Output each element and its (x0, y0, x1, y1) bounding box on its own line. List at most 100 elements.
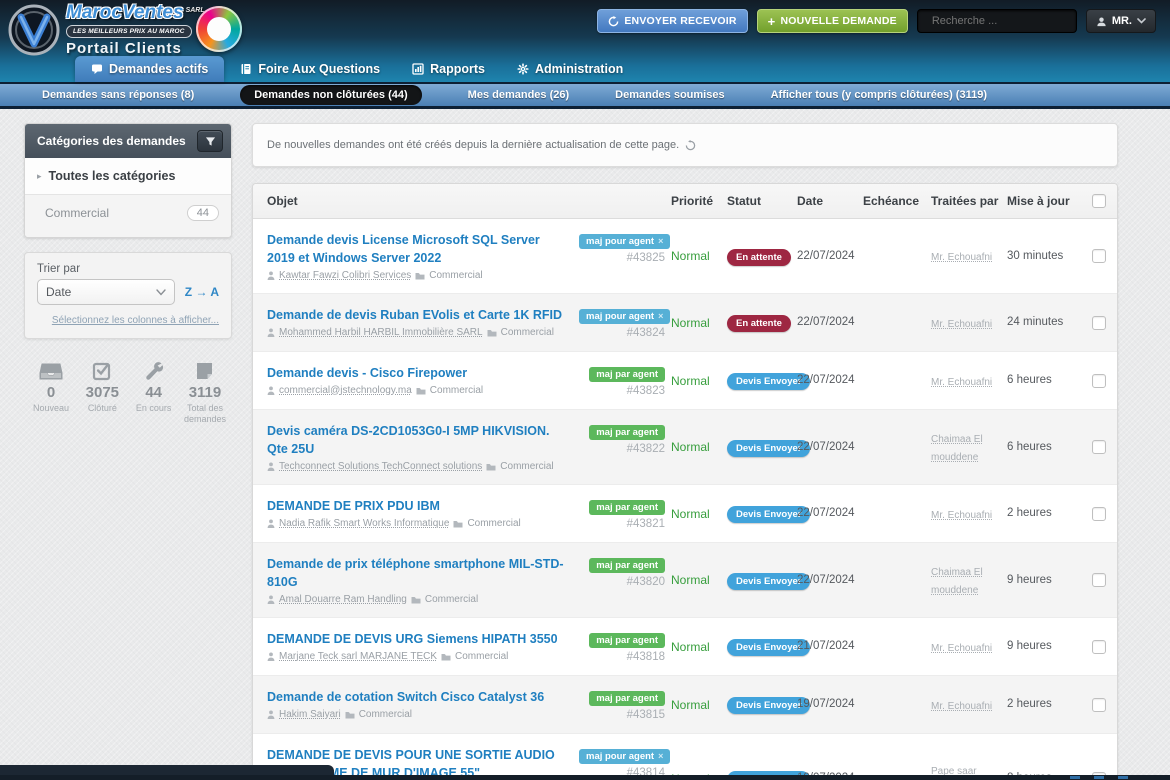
subnav-afficher-tous[interactable]: Afficher tous (y compris clôturées) (311… (770, 89, 987, 101)
header-statut[interactable]: Statut (727, 194, 761, 208)
header-echeance[interactable]: Echéance (863, 194, 920, 208)
table-row[interactable]: Demande devis - Cisco Firepower commerci… (253, 352, 1117, 410)
ticket-update-tag[interactable]: maj pour agent × (579, 749, 671, 764)
tag-close-icon[interactable]: × (658, 236, 664, 246)
ticket-title-link[interactable]: Demande devis - Cisco Firepower (267, 366, 468, 380)
stat-value: 44 (145, 384, 162, 401)
note-icon (180, 361, 230, 381)
user-menu-button[interactable]: MR. (1085, 9, 1156, 33)
ticket-requester-link[interactable]: Amal Douarre Ram Handling (279, 594, 407, 605)
ticket-update-tag[interactable]: maj par agent (589, 425, 665, 440)
tab-rapports[interactable]: Rapports (396, 56, 501, 82)
header-date[interactable]: Date (797, 194, 824, 208)
tab-demandes-actifs[interactable]: Demandes actifs (75, 56, 225, 82)
row-checkbox[interactable] (1092, 373, 1106, 388)
ticket-owner-link[interactable]: Mr. Echouafni (931, 642, 993, 654)
stat-label: Clôturé (87, 403, 117, 413)
ticket-title-link[interactable]: Devis caméra DS-2CD1053G0-I 5MP HIKVISIO… (267, 424, 550, 456)
new-tickets-banner: De nouvelles demandes ont été créés depu… (252, 123, 1118, 167)
row-checkbox[interactable] (1092, 249, 1106, 263)
table-row[interactable]: Demande de prix téléphone smartphone MIL… (253, 543, 1117, 618)
ticket-update-tag[interactable]: maj pour agent × (579, 309, 671, 324)
stat-nouveau: 0 Nouveau (26, 361, 76, 426)
ticket-update-tag[interactable]: maj par agent (589, 558, 665, 573)
select-columns-link[interactable]: Sélectionnez les colonnes à afficher... (51, 315, 219, 326)
ticket-title-link[interactable]: Demande de devis Ruban EVolis et Carte 1… (267, 308, 562, 322)
row-checkbox[interactable] (1092, 573, 1106, 587)
ticket-requester-link[interactable]: Techconnect Solutions TechConnect soluti… (279, 461, 483, 472)
subnav-mes-demandes[interactable]: Mes demandes (26) (467, 89, 570, 101)
ticket-title-link[interactable]: DEMANDE DE DEVIS URG Siemens HIPATH 3550 (267, 632, 558, 646)
row-checkbox[interactable] (1092, 506, 1106, 521)
ticket-title-link[interactable]: Demande de prix téléphone smartphone MIL… (267, 557, 564, 589)
tab-faq[interactable]: Foire Aux Questions (224, 56, 396, 82)
refresh-page-icon[interactable] (685, 139, 696, 151)
person-icon (267, 519, 275, 528)
header-traitees-par[interactable]: Traitées par (931, 194, 999, 208)
ticket-owner-link[interactable]: Mr. Echouafni (931, 376, 993, 388)
ticket-update-tag[interactable]: maj par agent (589, 691, 665, 706)
table-row[interactable]: DEMANDE DE DEVIS URG Siemens HIPATH 3550… (253, 618, 1117, 676)
ticket-owner-link[interactable]: Mr. Echouafni (931, 700, 993, 712)
ticket-owner-link[interactable]: Pape saar Hamadi (931, 765, 977, 777)
ticket-requester-link[interactable]: Kawtar Fawzi Colibri Services (279, 270, 412, 281)
ticket-update-tag[interactable]: maj par agent (589, 633, 665, 648)
banner-message: De nouvelles demandes ont été créés depu… (267, 139, 680, 151)
subnav-demandes-soumises[interactable]: Demandes soumises (615, 89, 725, 101)
ticket-requester-link[interactable]: Marjane Teck sarl MARJANE TECK (279, 651, 438, 662)
tag-close-icon[interactable]: × (658, 311, 664, 321)
sort-select[interactable]: Date (37, 279, 175, 305)
ticket-status-badge: En attente (727, 248, 791, 266)
subnav-demandes-sans-reponses[interactable]: Demandes sans réponses (8) (42, 89, 195, 101)
ticket-update-tag[interactable]: maj par agent (589, 500, 665, 515)
header-objet[interactable]: Objet (267, 194, 298, 208)
folder-icon (486, 463, 496, 470)
new-request-button[interactable]: + NOUVELLE DEMANDE (756, 9, 908, 33)
filter-subnav: Demandes sans réponses (8) Demandes non … (0, 82, 1170, 109)
row-checkbox[interactable] (1092, 440, 1106, 454)
subnav-demandes-non-cloturees[interactable]: Demandes non clôturées (44) (240, 85, 422, 105)
ticket-requester-link[interactable]: Hakim Saiyari (279, 709, 341, 720)
filter-button[interactable] (197, 130, 223, 152)
header-mise-a-jour[interactable]: Mise à jour (1007, 194, 1070, 208)
ticket-update-tag[interactable]: maj pour agent × (579, 234, 671, 249)
row-checkbox[interactable] (1092, 639, 1106, 654)
ticket-owner-link[interactable]: Mr. Echouafni (931, 252, 993, 263)
ticket-owner-link[interactable]: Chaimaa El mouddene (931, 434, 983, 463)
category-item-commercial[interactable]: Commercial 44 (25, 195, 231, 237)
ticket-requester-link[interactable]: commercial@jstechnology.ma (279, 385, 412, 396)
ticket-update-tag[interactable]: maj par agent (589, 367, 665, 382)
ticket-priority: Normal (671, 440, 710, 454)
ticket-title-link[interactable]: Demande devis License Microsoft SQL Serv… (267, 233, 540, 265)
categories-panel-title: Catégories des demandes (37, 134, 186, 148)
table-row[interactable]: Devis caméra DS-2CD1053G0-I 5MP HIKVISIO… (253, 410, 1117, 485)
table-row[interactable]: Demande de cotation Switch Cisco Catalys… (253, 676, 1117, 734)
table-row[interactable]: DEMANDE DE DEVIS POUR UNE SORTIE AUDIO D… (253, 734, 1117, 780)
table-row[interactable]: DEMANDE DE PRIX PDU IBM Nadia Rafik Smar… (253, 485, 1117, 543)
ticket-title-link[interactable]: Demande de cotation Switch Cisco Catalys… (267, 690, 545, 704)
ticket-stats: 0 Nouveau 3075 Clôturé 44 En cours 3119 … (24, 361, 232, 426)
table-row[interactable]: Demande de devis Ruban EVolis et Carte 1… (253, 294, 1117, 352)
ticket-title-link[interactable]: DEMANDE DE PRIX PDU IBM (267, 499, 440, 513)
ticket-requester-link[interactable]: Mohammed Harbil HARBIL Immobilière SARL (279, 327, 483, 338)
table-row[interactable]: Demande devis License Microsoft SQL Serv… (253, 219, 1117, 294)
ticket-requester-link[interactable]: Nadia Rafik Smart Works Informatique (279, 518, 450, 529)
sort-direction-link[interactable]: Z → A (184, 285, 219, 299)
funnel-icon (205, 136, 215, 146)
row-checkbox[interactable] (1092, 697, 1106, 712)
ticket-id: #43818 (626, 651, 665, 663)
ticket-priority: Normal (671, 506, 710, 521)
row-checkbox[interactable] (1092, 315, 1106, 330)
header-priorite[interactable]: Priorité (671, 194, 714, 208)
search-box[interactable] (916, 9, 1077, 33)
select-all-checkbox[interactable] (1092, 194, 1106, 208)
ticket-owner-link[interactable]: Mr. Echouafni (931, 509, 993, 521)
all-categories-item[interactable]: ▸ Toutes les catégories (25, 158, 231, 195)
tag-close-icon[interactable]: × (658, 751, 664, 761)
ticket-owner-link[interactable]: Chaimaa El mouddene (931, 567, 983, 596)
send-receive-button[interactable]: ENVOYER RECEVOIR (597, 9, 748, 33)
tab-administration[interactable]: Administration (501, 56, 639, 82)
search-input[interactable] (931, 15, 1074, 27)
person-icon (267, 595, 275, 604)
ticket-owner-link[interactable]: Mr. Echouafni (931, 318, 993, 330)
